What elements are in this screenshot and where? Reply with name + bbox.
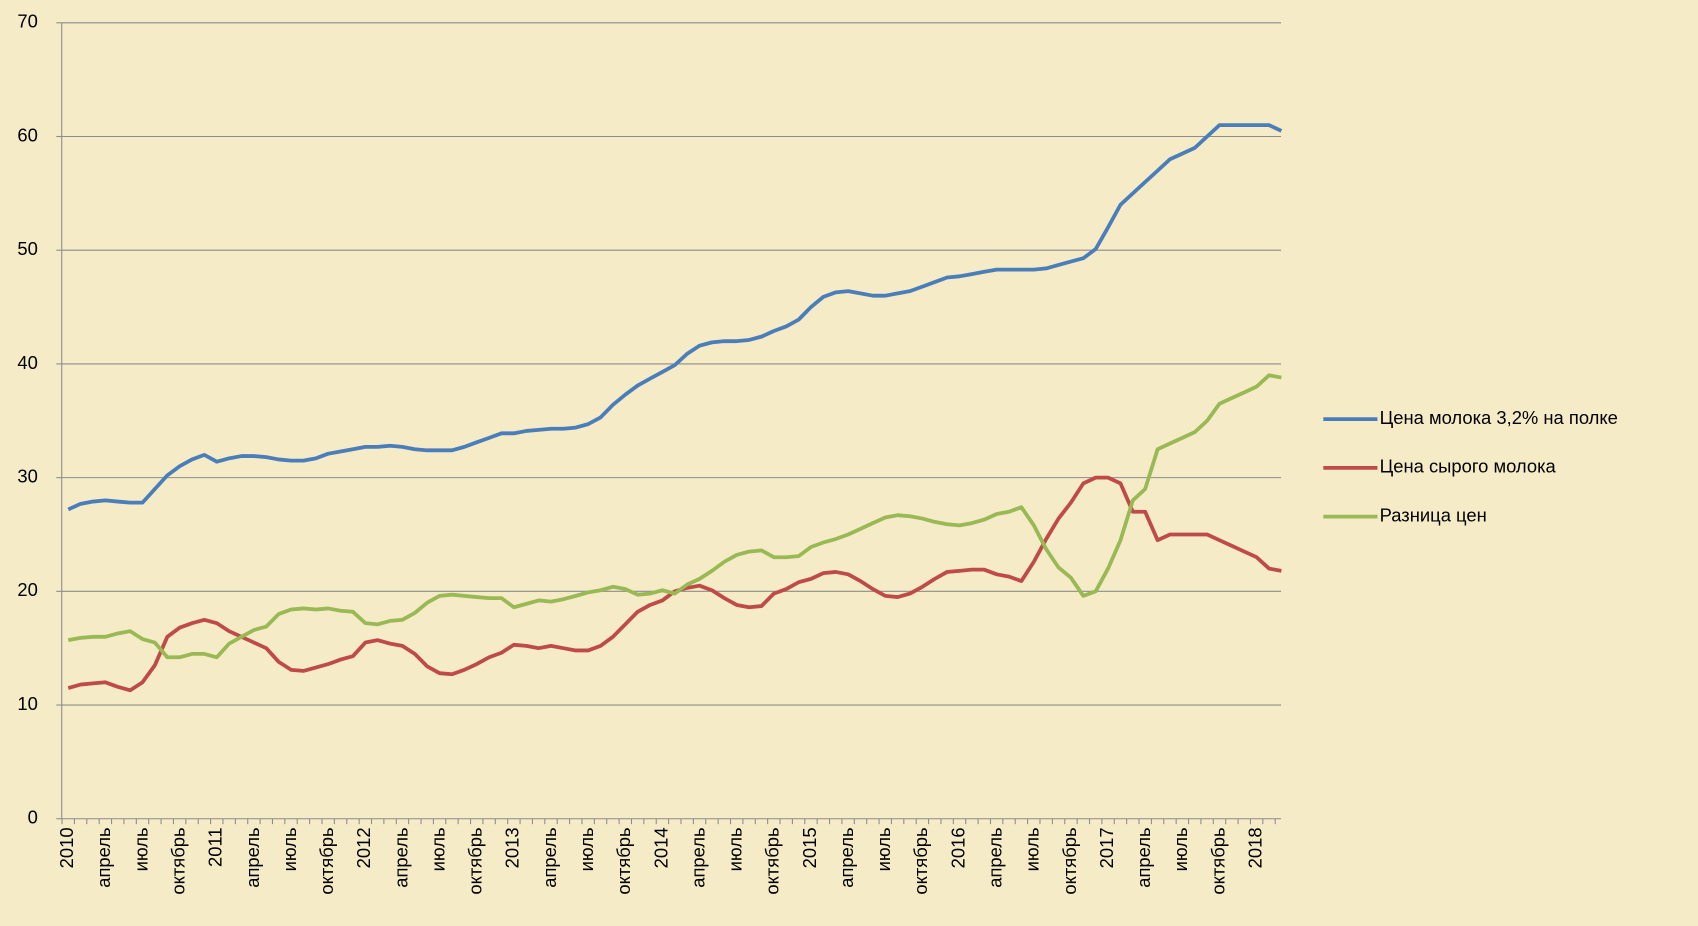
x-tick-label: апрель xyxy=(242,827,263,887)
x-tick-label: октябрь xyxy=(1059,827,1080,894)
x-tick-label: апрель xyxy=(390,827,411,887)
y-tick-label: 20 xyxy=(17,579,37,600)
x-tick-label: апрель xyxy=(836,827,857,887)
x-tick-label: июль xyxy=(279,827,300,871)
series-line xyxy=(67,373,1282,660)
x-tick-label: июль xyxy=(1022,827,1043,871)
y-tick-label: 40 xyxy=(17,352,37,373)
x-tick-label: апрель xyxy=(539,827,560,887)
x-tick-label: апрель xyxy=(687,827,708,887)
x-tick-label: октябрь xyxy=(910,827,931,894)
y-tick-label: 10 xyxy=(17,693,37,714)
y-tick-label: 50 xyxy=(17,238,37,259)
x-tick-label: 2015 xyxy=(799,827,820,868)
legend-label: Цена молока 3,2% на полке xyxy=(1380,407,1618,428)
x-tick-label: июль xyxy=(725,827,746,871)
x-tick-label: июль xyxy=(1170,827,1191,871)
x-tick-label: 2018 xyxy=(1244,827,1265,868)
x-tick-label: 2011 xyxy=(205,827,226,867)
series-line xyxy=(67,123,1283,512)
x-tick-label: октябрь xyxy=(465,827,486,894)
x-tick-label: 2016 xyxy=(947,827,968,868)
x-tick-label: апрель xyxy=(93,827,114,887)
x-tick-label: 2010 xyxy=(56,827,77,868)
y-tick-label: 70 xyxy=(17,11,37,32)
x-tick-label: октябрь xyxy=(167,827,188,894)
x-tick-label: июль xyxy=(873,827,894,871)
x-tick-label: июль xyxy=(427,827,448,871)
y-tick-label: 0 xyxy=(28,807,38,828)
x-tick-label: 2012 xyxy=(353,827,374,868)
legend-label: Разница цен xyxy=(1380,504,1487,525)
x-tick-label: 2013 xyxy=(502,827,523,868)
x-tick-label: октябрь xyxy=(613,827,634,894)
x-tick-label: 2017 xyxy=(1096,827,1117,868)
x-tick-label: октябрь xyxy=(762,827,783,894)
x-tick-label: 2014 xyxy=(650,827,671,868)
x-tick-label: апрель xyxy=(1133,827,1154,887)
x-tick-label: апрель xyxy=(985,827,1006,887)
x-tick-label: июль xyxy=(130,827,151,871)
x-tick-label: октябрь xyxy=(316,827,337,894)
y-tick-label: 60 xyxy=(17,124,37,145)
x-tick-label: июль xyxy=(576,827,597,871)
x-tick-label: октябрь xyxy=(1207,827,1228,894)
y-tick-label: 30 xyxy=(17,465,37,486)
legend-label: Цена сырого молока xyxy=(1380,456,1557,477)
